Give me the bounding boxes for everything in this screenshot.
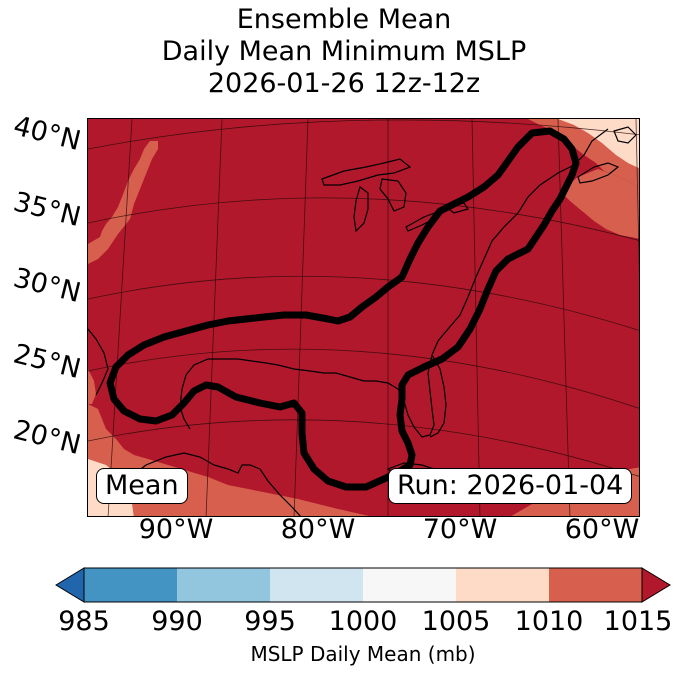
graticule-lon-65 (635, 119, 639, 276)
lake-michigan (353, 185, 369, 233)
lon-label-80w: 80°W (280, 514, 356, 545)
field-1010-1015-east (560, 169, 639, 239)
colorbar-title: MSLP Daily Mean (mb) (250, 642, 476, 666)
colorbar-bin-990-995 (177, 568, 270, 602)
mexico-coast (127, 452, 261, 480)
florida-coast (429, 354, 447, 438)
lat-label-20: 20°N (10, 414, 84, 462)
newfoundland (613, 126, 637, 144)
graticule-lat-25 (88, 348, 639, 409)
mslp-contour (106, 127, 580, 491)
atlantic-coast (364, 128, 609, 438)
graticule-lon-90 (205, 119, 223, 516)
colorbar-bin-1010-1015 (549, 568, 642, 602)
colorbar-bin-985-990 (84, 568, 177, 602)
mean-label-box: Mean (96, 468, 188, 504)
colorbar-extend-over (641, 567, 671, 603)
colorbar-bin-1005-1010 (456, 568, 549, 602)
coastlines (88, 126, 637, 516)
lon-label-90w: 90°W (138, 514, 214, 545)
cbar-tick-1015: 1015 (603, 606, 673, 637)
central-america (259, 468, 301, 516)
field-1005-1010-northeast (558, 119, 639, 169)
colorbar-bin-995-1000 (270, 568, 363, 602)
colorbar-extend-under (55, 567, 85, 603)
lat-label-30: 30°N (10, 262, 84, 310)
baja-coast (88, 328, 109, 396)
graticule (88, 119, 639, 516)
colorbar-bin-1000-1005 (363, 568, 456, 602)
gulf-coast (179, 358, 365, 430)
map-title: Ensemble Mean Daily Mean Minimum MSLP 20… (0, 4, 688, 100)
field-1010-1015-west (88, 141, 158, 264)
cbar-tick-995: 995 (244, 606, 296, 637)
cbar-tick-1005: 1005 (421, 606, 491, 637)
lake-huron (379, 178, 407, 212)
cbar-tick-990: 990 (151, 606, 203, 637)
title-line-1: Ensemble Mean (236, 4, 452, 35)
colorbar-frame (83, 567, 643, 603)
lon-label-60w: 60°W (564, 514, 640, 545)
lat-label-35: 35°N (10, 186, 84, 234)
lat-label-40: 40°N (10, 110, 84, 158)
graticule-lat-30 (88, 275, 639, 331)
graticule-lon-70 (557, 119, 571, 516)
lon-label-70w: 70°W (422, 514, 498, 545)
graticule-lat-40 (88, 119, 639, 150)
map-panel (87, 118, 640, 517)
run-date-box: Run: 2026-01-04 (388, 468, 633, 504)
nova-scotia (577, 162, 620, 184)
graticule-lat-35 (88, 197, 639, 241)
cbar-tick-1000: 1000 (328, 606, 398, 637)
field-1010-1015-southwest-strip (88, 369, 96, 404)
title-line-2: Daily Mean Minimum MSLP (161, 36, 527, 67)
lake-superior (321, 158, 412, 186)
cbar-tick-1010: 1010 (514, 606, 584, 637)
cbar-tick-985: 985 (58, 606, 110, 637)
graticule-lat-20 (88, 419, 639, 477)
map-svg (88, 119, 639, 516)
lat-label-25: 25°N (10, 338, 84, 386)
colorbar (55, 567, 671, 603)
field-over-1015 (88, 119, 639, 516)
graticule-lon-95 (107, 119, 133, 516)
title-line-3: 2026-01-26 12z-12z (207, 68, 481, 99)
